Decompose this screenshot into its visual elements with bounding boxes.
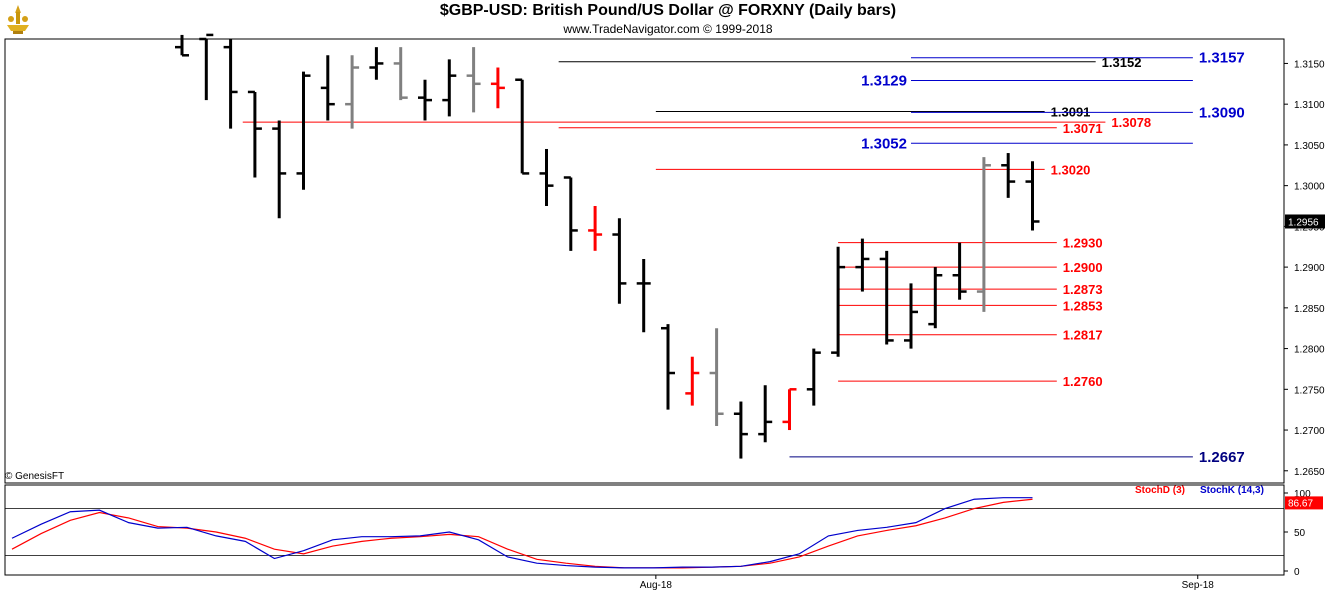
level-label: 1.2873 (1063, 282, 1103, 297)
stochastic-panel-frame (4, 484, 1285, 576)
price-bar (588, 206, 603, 251)
level-label: 1.2760 (1063, 374, 1103, 389)
last-price-box (1285, 214, 1325, 229)
level-label: 1.3071 (1063, 121, 1103, 136)
price-bar (345, 55, 360, 129)
price-bar (563, 176, 578, 251)
price-bar (272, 120, 287, 219)
price-bar (320, 55, 335, 121)
price-bar (490, 67, 505, 109)
level-label: 1.2900 (1063, 260, 1103, 275)
price-bar (685, 356, 700, 406)
price-bar (952, 242, 967, 300)
stoch-tick-label: 100 (1294, 489, 1311, 500)
price-bar (879, 250, 894, 345)
stoch-legend-k: StochK (14,3) (1200, 485, 1264, 496)
price-bar (442, 59, 457, 117)
price-bar (758, 385, 773, 443)
price-bar (612, 218, 627, 304)
level-label: 1.3129 (861, 73, 907, 90)
level-label: 1.2667 (1199, 449, 1245, 466)
date-tick-label: Sep-18 (1182, 580, 1215, 591)
price-bar (515, 78, 530, 175)
price-bar (418, 79, 432, 121)
price-bar (709, 328, 724, 426)
level-label: 1.3152 (1102, 55, 1142, 70)
last-price-label: 1.2956 (1288, 217, 1319, 228)
price-bar (806, 348, 821, 406)
stoch-last-value-box (1285, 496, 1323, 510)
price-bar (855, 238, 870, 292)
date-tick-label: Aug-18 (640, 580, 673, 591)
price-bar (369, 47, 384, 80)
price-bar (393, 47, 408, 101)
price-tick-label: 1.3000 (1294, 182, 1325, 193)
chart-title: $GBP-USD: British Pound/US Dollar @ FORX… (439, 2, 897, 19)
price-bar (539, 148, 554, 207)
level-label: 1.2930 (1063, 236, 1103, 251)
price-bar (636, 258, 651, 333)
price-tick-label: 1.2800 (1294, 345, 1325, 356)
price-tick-label: 1.3100 (1294, 100, 1325, 111)
price-tick-label: 1.2700 (1294, 426, 1325, 437)
price-tick-label: 1.2650 (1294, 467, 1325, 478)
price-bar (782, 388, 797, 431)
level-label: 1.2853 (1063, 298, 1103, 313)
watermark-label: © GenesisFT (5, 471, 64, 482)
price-bar (466, 47, 481, 113)
price-bar (296, 71, 311, 190)
level-label: 1.3157 (1199, 50, 1245, 67)
price-bar (1001, 153, 1016, 198)
price-bar (904, 283, 918, 349)
price-bar (1025, 161, 1040, 231)
price-tick-label: 1.2850 (1294, 304, 1325, 315)
price-bar (247, 90, 262, 178)
price-tick-label: 1.2900 (1294, 263, 1325, 274)
stoch-legend-d: StochD (3) (1135, 485, 1185, 496)
price-bar (223, 39, 238, 129)
level-label: 1.2817 (1063, 328, 1103, 343)
level-label: 1.3078 (1111, 115, 1151, 130)
stoch-d-line (11, 498, 1033, 569)
stoch-k-line (11, 497, 1033, 569)
price-bar (199, 33, 214, 101)
price-bar (175, 34, 189, 57)
price-panel-frame (4, 38, 1285, 484)
stoch-last-value-label: 86.67 (1288, 498, 1313, 509)
price-tick-label: 1.3150 (1294, 59, 1325, 70)
level-label: 1.3090 (1199, 104, 1245, 121)
price-tick-label: 1.3050 (1294, 141, 1325, 152)
stoch-tick-label: 50 (1294, 528, 1306, 539)
price-bar (661, 324, 675, 410)
trade-navigator-logo-icon (7, 5, 29, 34)
price-bar (976, 157, 991, 312)
level-label: 1.3052 (861, 135, 907, 152)
price-tick-label: 1.2750 (1294, 385, 1325, 396)
level-label: 1.3020 (1051, 162, 1091, 177)
price-bar (831, 246, 846, 357)
price-bar (733, 401, 748, 459)
chart-subtitle: www.TradeNavigator.com © 1999-2018 (563, 22, 773, 36)
stoch-tick-label: 0 (1294, 567, 1300, 578)
price-bar (928, 267, 943, 329)
